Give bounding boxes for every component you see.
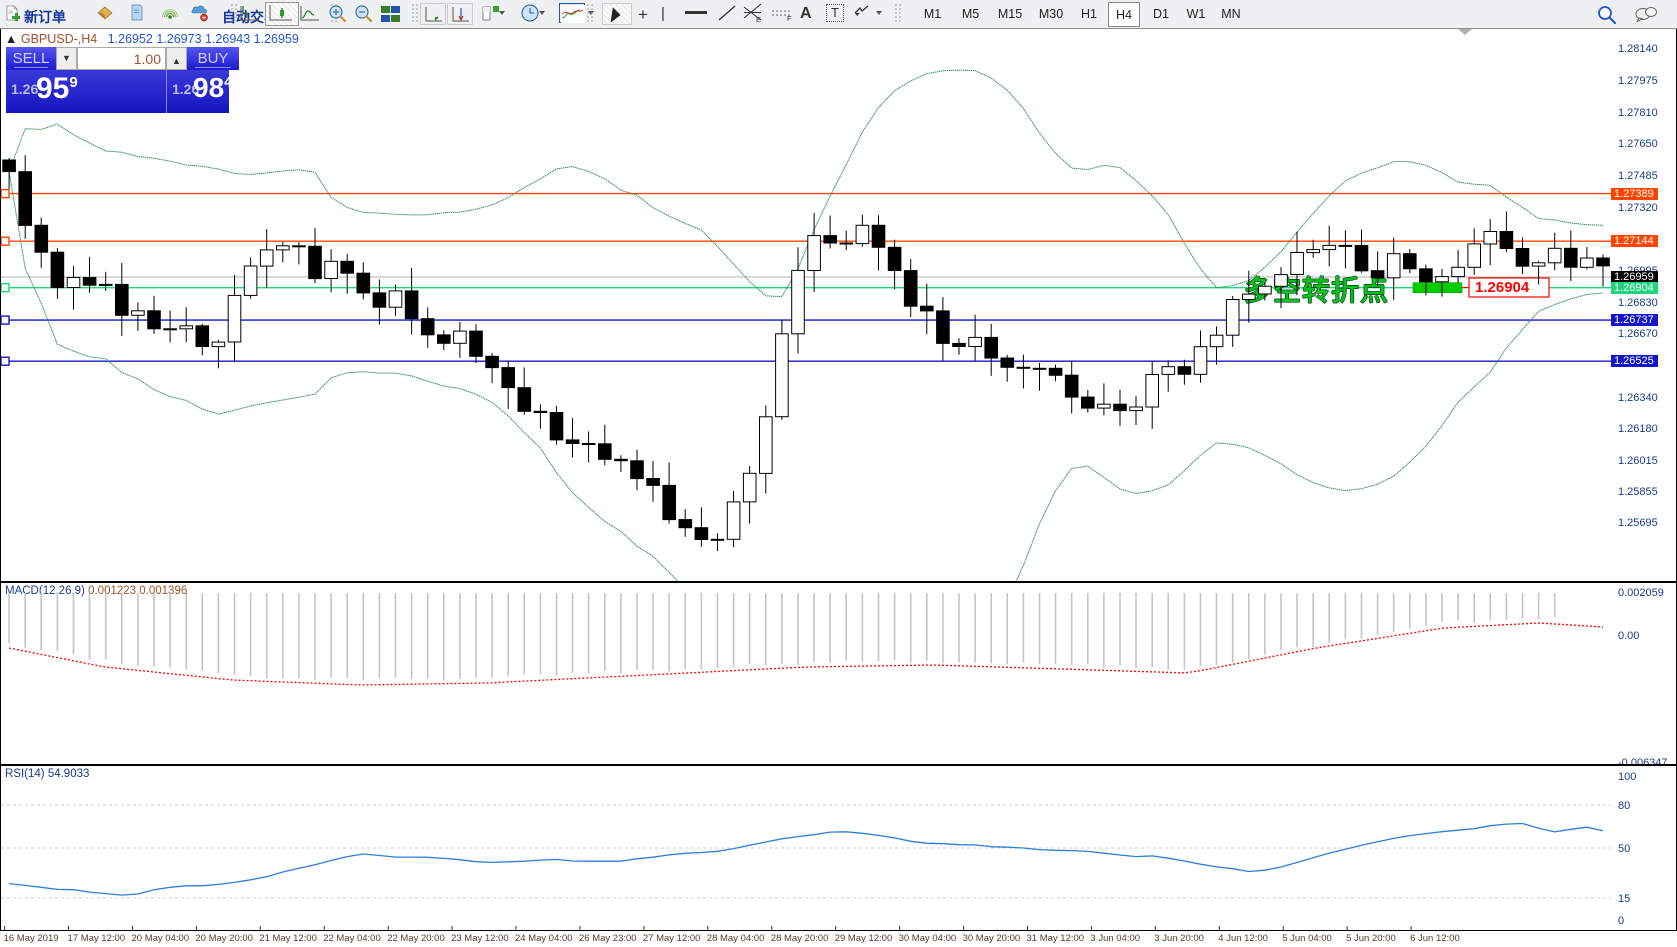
svg-text:15: 15 <box>1618 893 1630 905</box>
svg-text:0.00: 0.00 <box>1618 630 1639 642</box>
svg-text:100: 100 <box>1618 771 1636 783</box>
svg-text:80: 80 <box>1618 800 1630 812</box>
svg-text:0.002059: 0.002059 <box>1618 587 1664 599</box>
svg-text:0: 0 <box>1618 915 1624 927</box>
svg-text:50: 50 <box>1618 843 1630 855</box>
svg-text:-0.006347: -0.006347 <box>1618 757 1668 765</box>
